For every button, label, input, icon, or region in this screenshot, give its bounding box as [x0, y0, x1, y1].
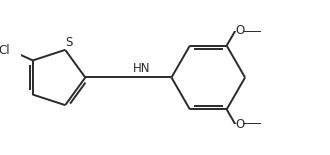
Text: O: O	[236, 24, 245, 37]
Text: HN: HN	[133, 62, 150, 75]
Text: Cl: Cl	[0, 44, 11, 57]
Text: O: O	[236, 118, 245, 131]
Text: S: S	[66, 36, 73, 49]
